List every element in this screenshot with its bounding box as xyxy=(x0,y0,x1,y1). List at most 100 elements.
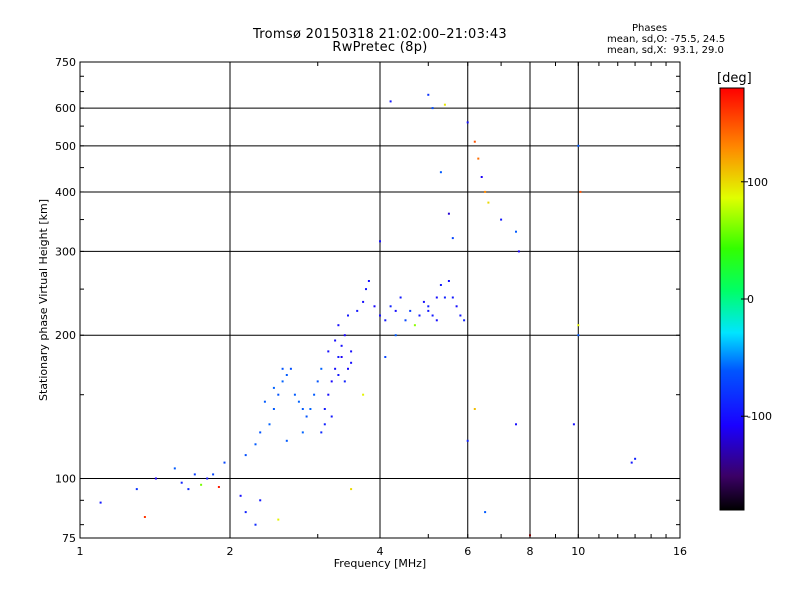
data-point xyxy=(254,443,257,446)
data-point xyxy=(455,305,458,308)
data-point xyxy=(517,250,520,253)
data-point xyxy=(217,486,220,488)
data-points xyxy=(99,93,637,537)
data-point xyxy=(330,415,333,418)
data-point xyxy=(187,488,190,491)
data-point xyxy=(293,393,296,396)
data-point xyxy=(439,284,442,286)
x-tick-label: 8 xyxy=(527,545,534,558)
data-point xyxy=(143,516,146,518)
data-point xyxy=(254,523,257,526)
data-point xyxy=(272,386,275,389)
y-tick-label: 500 xyxy=(55,140,76,153)
data-point xyxy=(212,473,215,476)
data-point xyxy=(443,103,446,106)
data-point xyxy=(272,408,275,410)
data-point xyxy=(297,400,300,403)
data-point xyxy=(439,171,442,174)
phases-o-mode: mean, sd,O: -75.5, 24.5 xyxy=(607,34,726,45)
data-point xyxy=(389,305,392,308)
data-point xyxy=(384,356,387,358)
data-point xyxy=(340,344,343,347)
data-point xyxy=(301,431,304,434)
data-point xyxy=(394,309,397,312)
data-point xyxy=(515,230,517,233)
data-point xyxy=(239,494,242,497)
data-point xyxy=(362,300,365,303)
data-point xyxy=(404,319,407,322)
data-point xyxy=(362,393,365,396)
data-point xyxy=(316,380,319,383)
data-point xyxy=(379,240,381,243)
data-point xyxy=(373,305,376,308)
data-point xyxy=(577,334,580,337)
data-point xyxy=(399,296,402,299)
data-point xyxy=(634,457,637,460)
data-point xyxy=(367,280,370,282)
x-axis-label: Frequency [MHz] xyxy=(334,557,426,570)
data-point xyxy=(350,350,353,353)
data-point xyxy=(477,157,480,160)
data-point xyxy=(277,518,280,521)
y-tick-label: 400 xyxy=(55,186,76,199)
data-point xyxy=(418,314,421,317)
data-point xyxy=(579,190,582,193)
colorbar-ticks: 100 0 -100 xyxy=(741,176,772,423)
data-point xyxy=(389,100,392,103)
x-axis-ticks: 1 2 4 6 8 10 16 xyxy=(77,62,687,558)
data-point xyxy=(484,190,487,193)
data-point xyxy=(447,280,450,282)
data-point xyxy=(173,467,176,470)
data-point xyxy=(320,367,323,370)
y-axis-ticks: 75 100 200 300 400 500 600 750 xyxy=(55,56,680,545)
data-point xyxy=(451,237,454,240)
data-point xyxy=(459,314,462,317)
colorbar-unit: [deg] xyxy=(717,71,752,86)
data-point xyxy=(281,367,284,370)
data-point xyxy=(259,431,262,434)
y-tick-label: 75 xyxy=(62,532,76,545)
data-point xyxy=(384,319,387,322)
data-point xyxy=(135,488,138,491)
colorbar-tick-label: -100 xyxy=(747,410,772,423)
colorbar-tick-label: 100 xyxy=(747,176,768,189)
data-point xyxy=(350,361,353,364)
data-point xyxy=(350,488,353,491)
data-point xyxy=(422,300,425,303)
data-point xyxy=(323,408,326,410)
data-point xyxy=(289,367,292,370)
data-point xyxy=(466,121,469,124)
data-point xyxy=(427,309,430,312)
data-point xyxy=(259,499,262,502)
data-point xyxy=(99,501,102,504)
data-point xyxy=(447,212,450,215)
grid-lines xyxy=(80,62,680,538)
data-point xyxy=(431,314,434,317)
data-point xyxy=(285,374,288,376)
chart-subtitle: RwPretec (8p) xyxy=(332,40,428,55)
x-tick-label: 6 xyxy=(464,545,471,558)
data-point xyxy=(473,408,476,410)
data-point xyxy=(334,367,337,370)
data-point xyxy=(463,319,466,322)
data-point xyxy=(473,140,476,143)
data-point xyxy=(480,176,483,178)
data-point xyxy=(427,305,430,308)
data-point xyxy=(320,431,323,434)
data-point xyxy=(154,477,157,480)
data-point xyxy=(327,350,330,353)
data-point xyxy=(347,314,349,317)
chart-title: Tromsø 20150318 21:02:00–21:03:43 xyxy=(252,27,508,42)
data-point xyxy=(431,107,434,110)
data-point xyxy=(277,393,280,396)
data-point xyxy=(313,393,316,396)
phases-x-mode: mean, sd,X: 93.1, 29.0 xyxy=(607,45,724,56)
data-point xyxy=(309,408,312,410)
data-point xyxy=(572,423,575,426)
data-point xyxy=(263,400,266,403)
x-tick-label: 1 xyxy=(77,545,84,558)
data-point xyxy=(435,319,438,322)
data-point xyxy=(484,511,487,514)
data-point xyxy=(330,380,333,383)
